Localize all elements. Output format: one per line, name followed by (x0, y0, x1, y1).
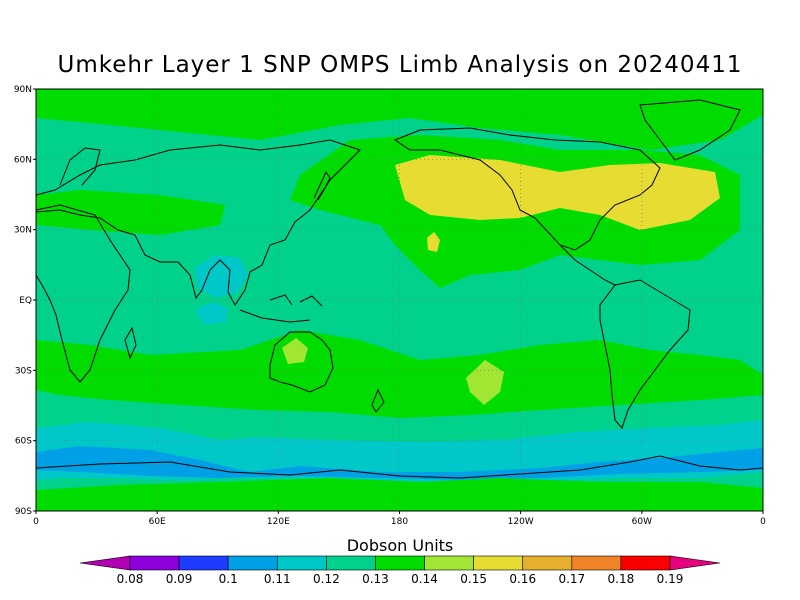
map-title: Umkehr Layer 1 SNP OMPS Limb Analysis on… (57, 52, 743, 78)
coastline-new-zealand (371, 388, 385, 413)
colorbar-segment (129, 555, 180, 571)
colorbar-segment (227, 555, 278, 571)
latitude-tick-label: 60N (14, 155, 32, 165)
latitude-tick-label: 30S (15, 366, 32, 376)
colorbar-label: 0.09 (166, 572, 193, 586)
longitude-tick-label: 60W (632, 517, 652, 527)
field-region-tropical-indian-2 (195, 302, 228, 325)
colorbar-label: 0.16 (509, 572, 536, 586)
latitude-tick-label: 90S (15, 507, 32, 517)
latitude-tick-label: EQ (19, 296, 32, 306)
colorbar-segment (620, 555, 671, 571)
colorbar-segment (79, 555, 131, 571)
coastline-africa (35, 204, 131, 383)
coastline-antarctica (35, 455, 764, 479)
field-region-australia-max (282, 338, 308, 364)
longitude-tick-label: 60E (149, 517, 166, 527)
colorbar-title: Dobson Units (346, 536, 454, 555)
latitude-tick-label: 90N (14, 85, 32, 95)
coastline-australia (269, 331, 334, 393)
colorbar-segment (375, 555, 425, 571)
longitude-tick-labels: 0 60E 120E 180 120W 60W 0 (33, 511, 766, 527)
colorbar-segment (424, 555, 474, 571)
coastline-greenland (639, 99, 741, 161)
colorbar-label: 0.12 (313, 572, 340, 586)
colorbar-segment (326, 555, 376, 571)
coastline-eurasia (35, 139, 361, 306)
colorbar-segment (276, 555, 327, 571)
field-region-antarctic-min (36, 446, 763, 480)
map-plot-area (35, 88, 764, 512)
field-region-pacific-spot (427, 232, 440, 252)
longitude-tick-label: 120W (508, 517, 534, 527)
coastline-japan (313, 170, 331, 201)
longitude-tick-label: 0 (760, 517, 766, 527)
colorbar-label: 0.08 (117, 572, 144, 586)
colorbar-segment (473, 555, 524, 571)
field-region-north-band-west (36, 190, 225, 235)
colorbar-label: 0.11 (264, 572, 291, 586)
coastline-scandinavia (59, 147, 101, 186)
latitude-tick-label: 60S (15, 437, 32, 447)
longitude-tick-label: 120E (267, 517, 290, 527)
field-region-north-america-max (395, 155, 720, 230)
field-region-arctic (36, 89, 763, 150)
field-region-tropical-indian (195, 255, 248, 298)
colorbar-segment (571, 555, 622, 571)
colorbar-label: 0.18 (608, 572, 635, 586)
colorbar-label: 0.19 (657, 572, 684, 586)
latitude-tick-labels: 90N 60N 30N EQ 30S 60S 90S (14, 85, 36, 517)
colorbar-label: 0.1 (219, 572, 238, 586)
field-region-south-pacific-max (466, 360, 504, 405)
colorbar-segment (522, 555, 573, 571)
colorbar-label: 0.13 (362, 572, 389, 586)
longitude-tick-label: 180 (391, 517, 408, 527)
colorbar-segment (178, 555, 229, 571)
coastline-madagascar (124, 326, 137, 360)
longitude-tick-label: 0 (33, 517, 39, 527)
coastline-south-america (599, 279, 691, 429)
colorbar-segment (669, 555, 721, 571)
colorbar: 0.08 0.09 0.1 0.11 0.12 0.13 0.14 0.15 0.16 0.17 0… (79, 555, 721, 586)
coastline-central-america (559, 244, 616, 286)
coastline-north-america (393, 127, 661, 251)
colorbar-label: 0.14 (411, 572, 438, 586)
colorbar-label: 0.17 (558, 572, 585, 586)
latitude-tick-label: 30N (14, 226, 32, 236)
field-region-antarctica (36, 478, 763, 511)
colorbar-label: 0.15 (460, 572, 487, 586)
